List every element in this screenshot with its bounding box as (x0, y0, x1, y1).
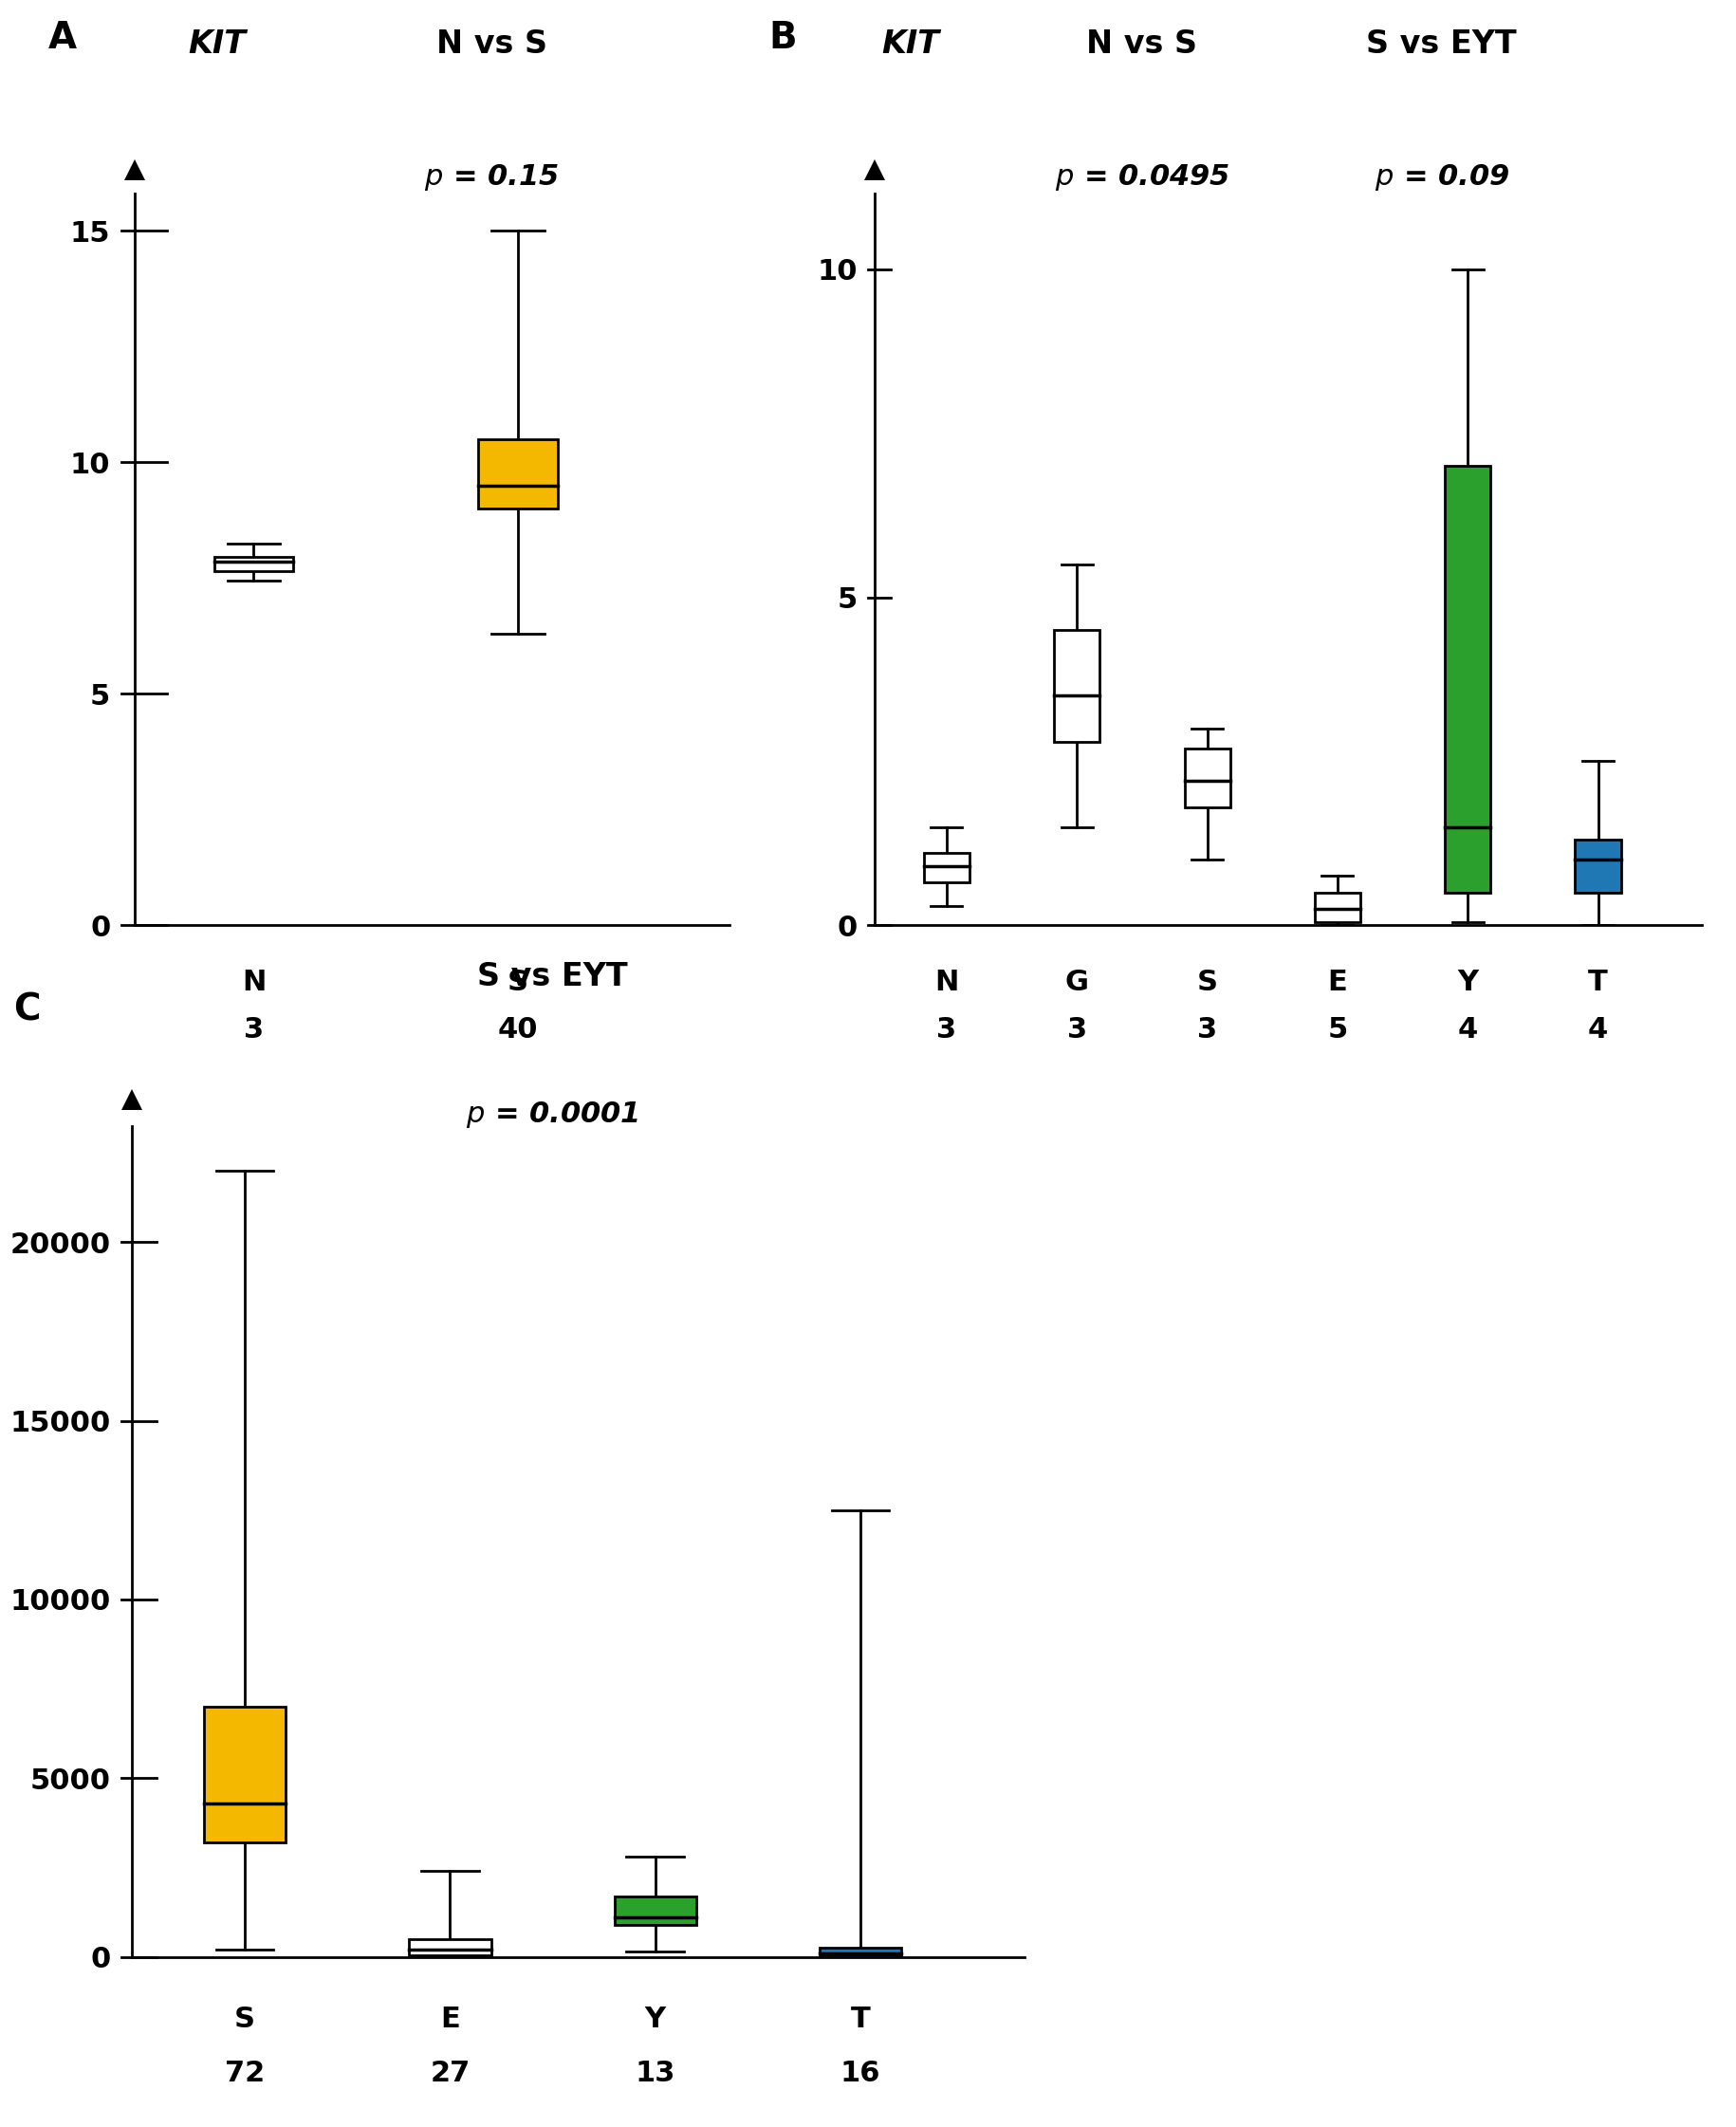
Bar (1575, 840, 1620, 893)
Text: E: E (439, 2006, 460, 2033)
Bar (408, 1940, 491, 1955)
Text: T: T (1587, 968, 1608, 995)
Text: N: N (241, 968, 266, 995)
Text: E: E (1326, 968, 1347, 995)
Text: 3: 3 (1066, 1017, 1087, 1042)
Text: T: T (851, 2006, 870, 2033)
Text: Y: Y (1457, 968, 1477, 995)
Bar (203, 1706, 286, 1842)
Bar (1184, 749, 1229, 808)
Text: 3: 3 (936, 1017, 957, 1042)
Text: G: G (1064, 968, 1088, 995)
Text: S: S (1196, 968, 1217, 995)
Text: 4: 4 (1587, 1017, 1608, 1042)
Text: 4: 4 (1457, 1017, 1477, 1042)
Text: Y: Y (644, 2006, 665, 2033)
Text: S: S (507, 968, 528, 995)
Text: 5: 5 (1326, 1017, 1347, 1042)
Text: $p$ = 0.0001: $p$ = 0.0001 (465, 1100, 639, 1129)
Bar (615, 1895, 696, 1925)
Bar (1054, 630, 1099, 742)
Bar (1314, 893, 1359, 921)
Text: 72: 72 (224, 2059, 264, 2087)
Text: S: S (234, 2006, 255, 2033)
Bar (214, 557, 293, 570)
Text: KIT: KIT (880, 28, 939, 60)
Text: 40: 40 (498, 1017, 538, 1042)
Text: $p$ = 0.0495: $p$ = 0.0495 (1054, 162, 1229, 191)
Text: B: B (767, 19, 797, 55)
Text: 27: 27 (431, 2059, 470, 2087)
Text: 16: 16 (840, 2059, 880, 2087)
Bar (477, 438, 557, 508)
Text: A: A (49, 19, 76, 55)
Text: S vs EYT: S vs EYT (477, 961, 627, 991)
Text: C: C (14, 991, 40, 1027)
Text: N vs S: N vs S (436, 28, 547, 60)
Bar (819, 1948, 901, 1955)
Text: N: N (934, 968, 958, 995)
Text: $p$ = 0.09: $p$ = 0.09 (1373, 162, 1509, 191)
Text: 3: 3 (243, 1017, 264, 1042)
Text: N vs S: N vs S (1087, 28, 1196, 60)
Text: KIT: KIT (187, 28, 245, 60)
Text: $p$ = 0.15: $p$ = 0.15 (424, 162, 559, 191)
Text: 13: 13 (635, 2059, 675, 2087)
Text: 3: 3 (1196, 1017, 1217, 1042)
Bar (924, 853, 969, 883)
Text: S vs EYT: S vs EYT (1366, 28, 1516, 60)
Bar (1444, 466, 1489, 893)
